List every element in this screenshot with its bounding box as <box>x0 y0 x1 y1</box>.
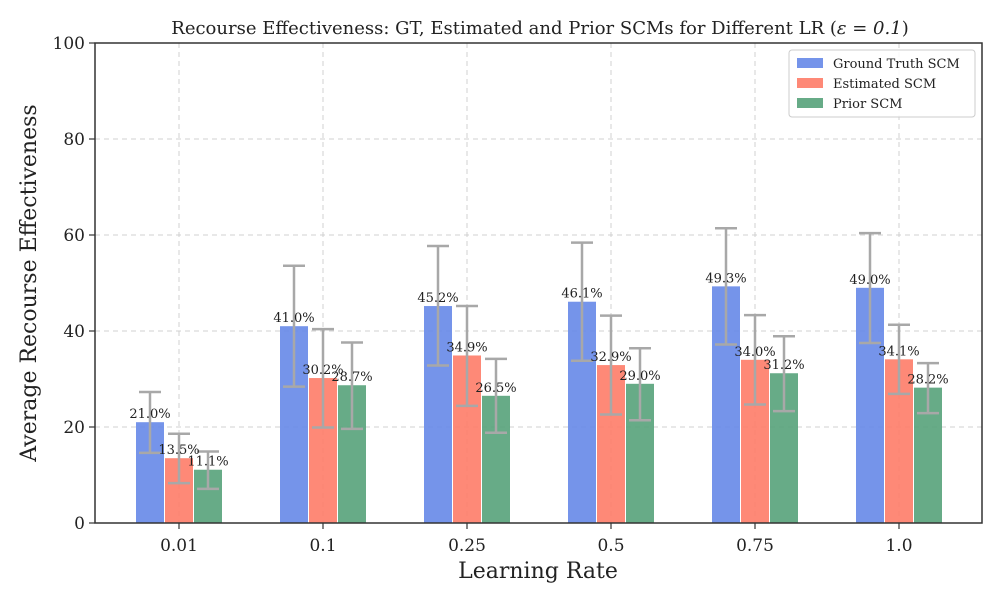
legend-swatch <box>797 58 823 68</box>
y-tick-label: 0 <box>74 514 85 534</box>
data-label: 46.1% <box>561 287 602 302</box>
legend: Ground Truth SCM Estimated SCM Prior SCM <box>788 49 976 118</box>
legend-swatch <box>797 78 823 88</box>
data-label: 31.2% <box>763 358 804 373</box>
y-tick-label: 100 <box>53 34 85 54</box>
x-tick-label: 0.01 <box>160 536 198 556</box>
data-label: 30.2% <box>302 363 343 378</box>
legend-box <box>788 49 976 118</box>
data-label: 49.3% <box>705 271 746 286</box>
x-axis-label: Learning Rate <box>458 559 618 584</box>
data-label: 49.0% <box>849 273 890 288</box>
data-label: 29.0% <box>619 369 660 384</box>
data-label: 45.2% <box>417 291 458 306</box>
y-axis-label: Average Recourse Effectiveness <box>17 104 42 462</box>
legend-label: Ground Truth SCM <box>833 57 960 72</box>
error-bars <box>139 227 939 491</box>
data-label: 13.5% <box>158 443 199 458</box>
axes: 0 20 40 60 80 100 0.01 0.1 0.25 0.5 0.75 1.0 <box>53 34 983 556</box>
bars <box>136 286 942 523</box>
y-tick-label: 60 <box>63 226 85 246</box>
chart-title: Recourse Effectiveness: GT, Estimated an… <box>171 18 908 39</box>
data-label: 28.7% <box>331 370 372 385</box>
data-label: 34.1% <box>878 344 919 359</box>
data-label: 11.1% <box>187 455 228 470</box>
y-tick-label: 40 <box>63 322 85 342</box>
data-label: 21.0% <box>129 407 170 422</box>
x-tick-label: 0.25 <box>448 536 486 556</box>
x-tick-label: 0.75 <box>736 536 774 556</box>
legend-label: Prior SCM <box>833 97 902 112</box>
y-tick-label: 80 <box>63 130 85 150</box>
data-labels: 21.0% 41.0% 45.2% 46.1% 49.3% 49.0% 13.5% 30.2%… <box>129 271 948 469</box>
plot-frame <box>94 42 983 524</box>
x-tick-label: 0.1 <box>309 536 336 556</box>
legend-label: Estimated SCM <box>833 77 936 92</box>
data-label: 26.5% <box>475 381 516 396</box>
data-label: 41.0% <box>273 311 314 326</box>
y-tick-label: 20 <box>63 418 85 438</box>
x-tick-label: 0.5 <box>597 536 624 556</box>
data-label: 34.0% <box>734 345 775 360</box>
data-label: 34.9% <box>446 340 487 355</box>
title-epsilon: ε = 0.1 <box>837 18 902 39</box>
data-label: 32.9% <box>590 350 631 365</box>
data-label: 28.2% <box>907 373 948 388</box>
legend-swatch <box>797 98 823 108</box>
x-tick-label: 1.0 <box>885 536 912 556</box>
